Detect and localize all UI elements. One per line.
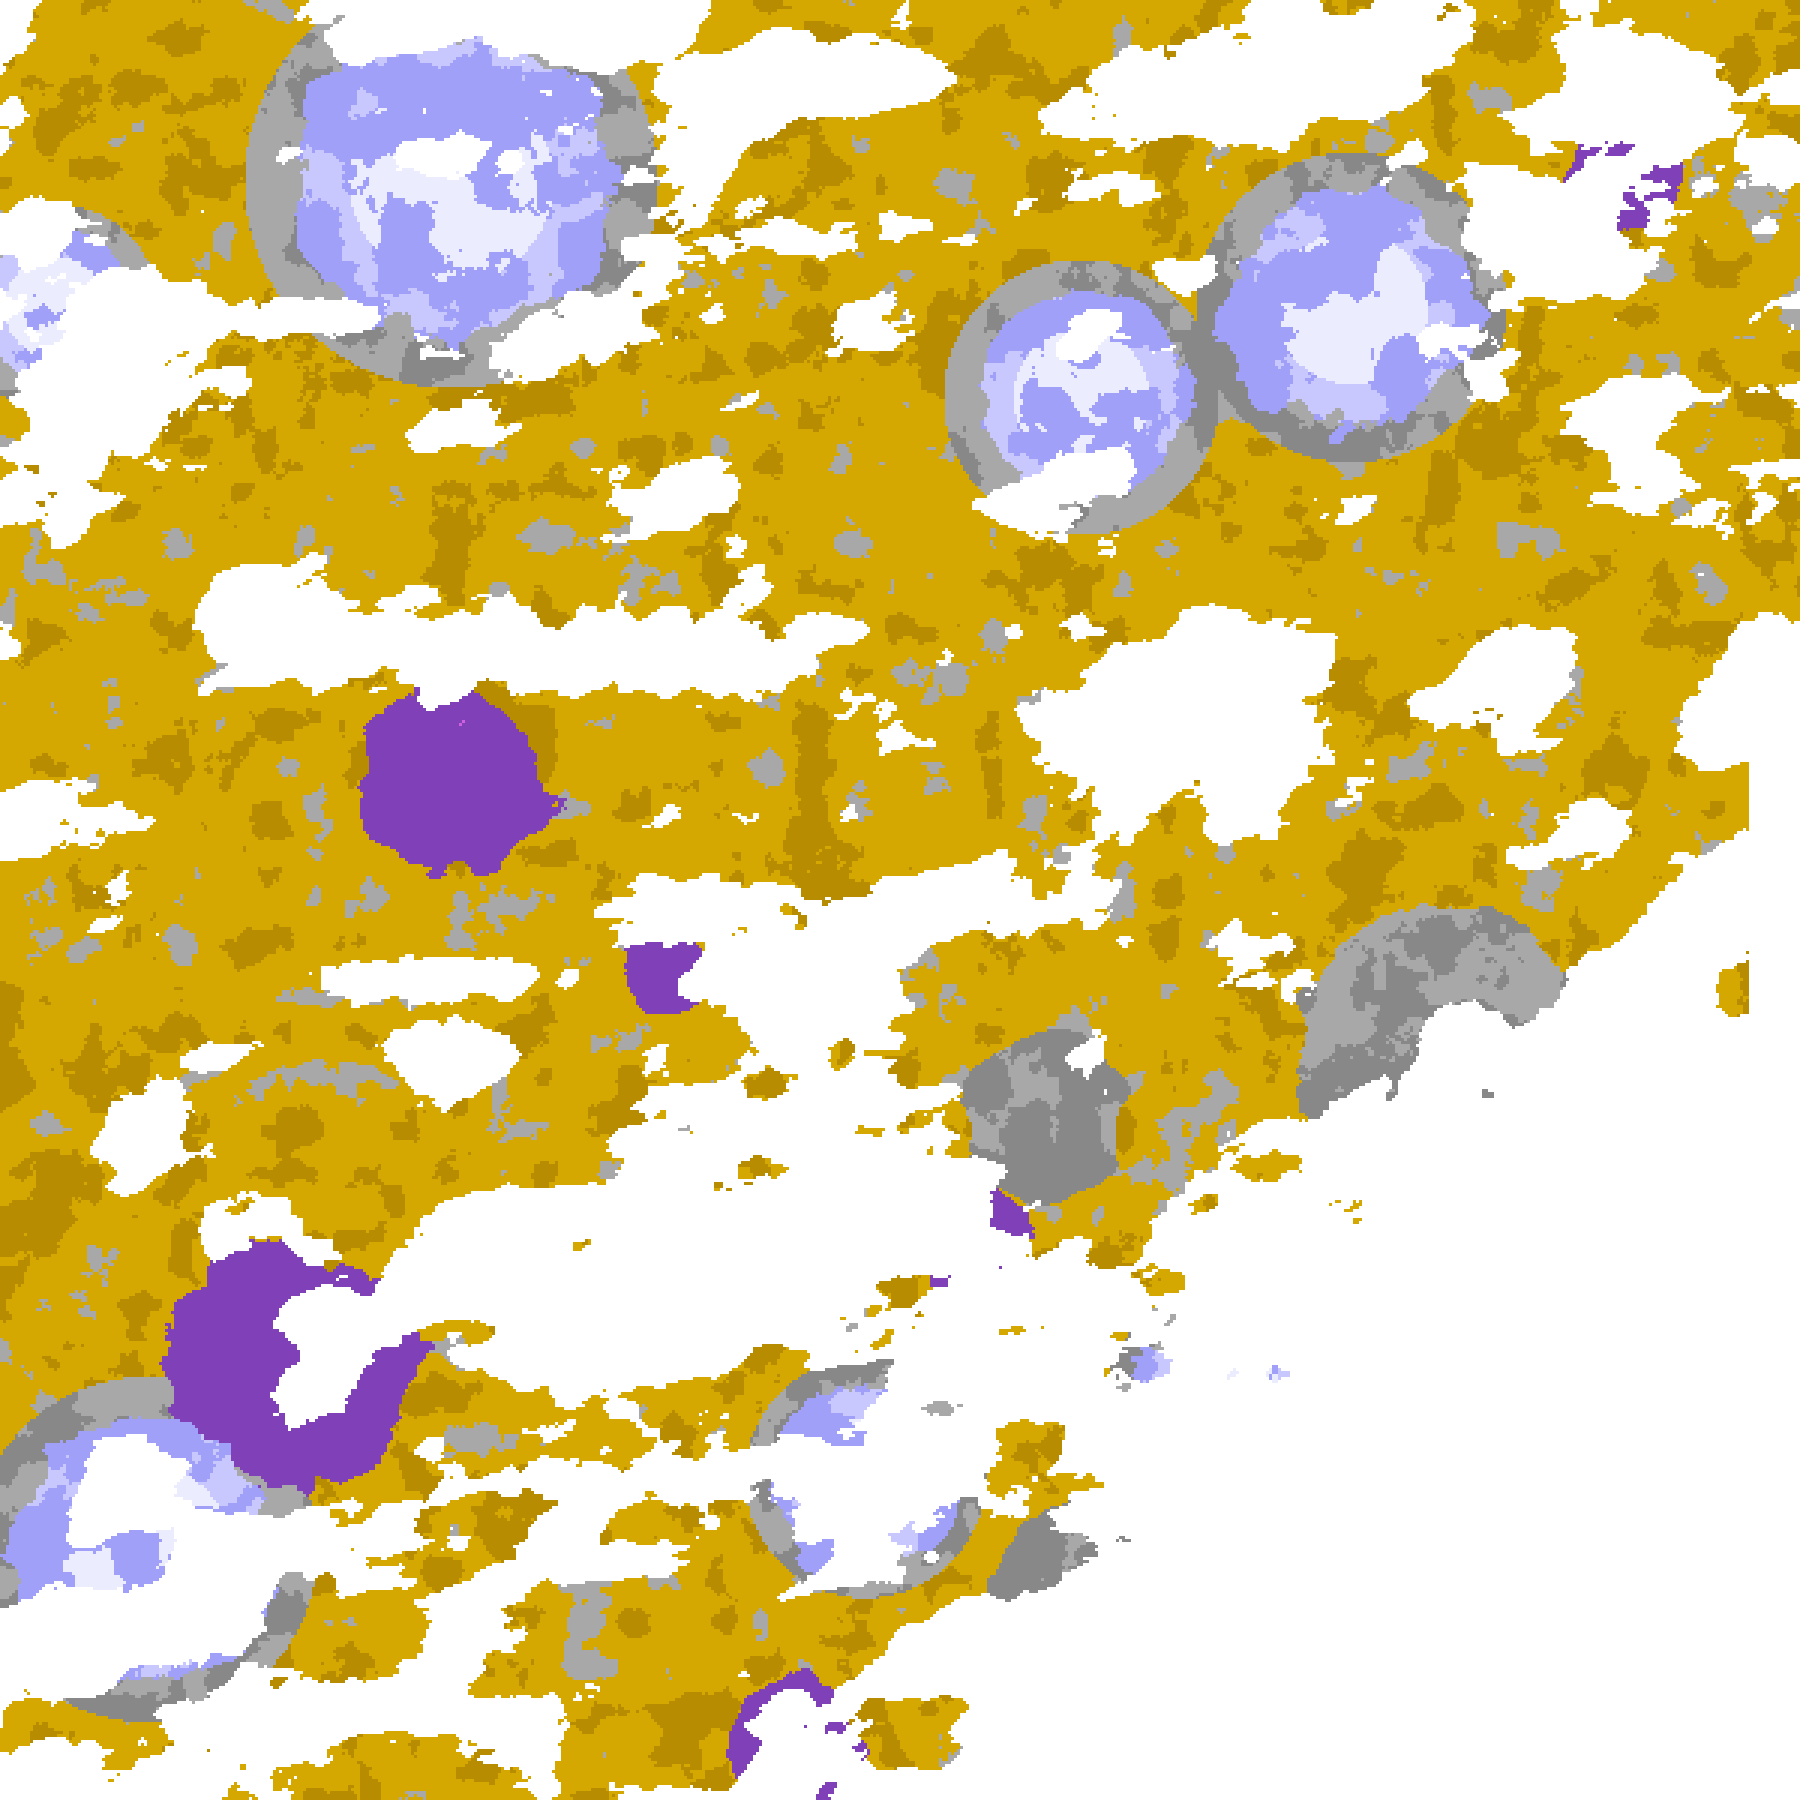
cloud-classification-image — [0, 0, 1800, 1800]
satellite-map — [0, 0, 1800, 1800]
